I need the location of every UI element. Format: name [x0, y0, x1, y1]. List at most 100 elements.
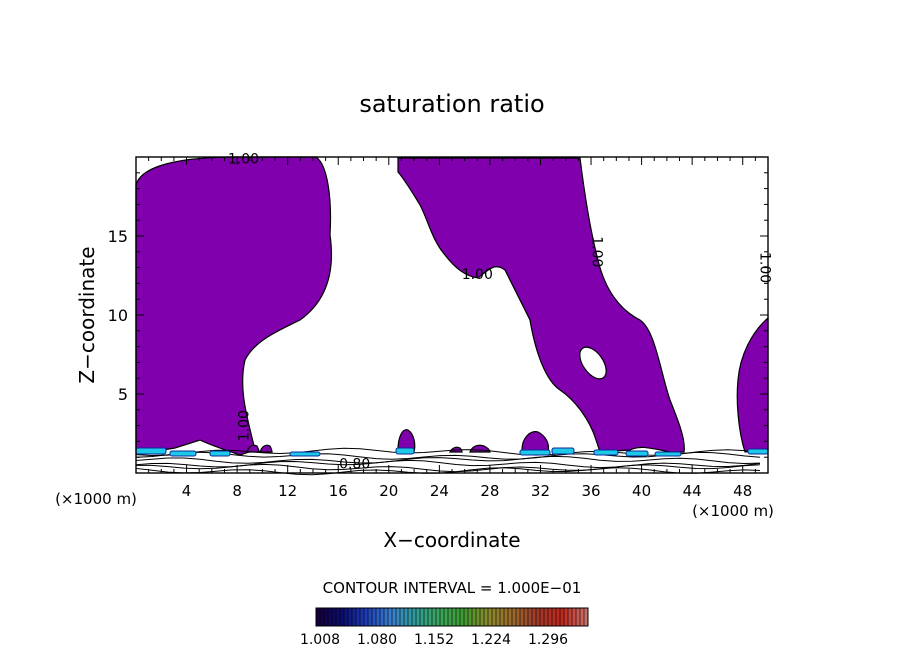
x-tick-label: 40 — [632, 482, 651, 500]
supersaturated-cell — [551, 447, 575, 455]
colorbar-cell — [488, 608, 493, 626]
x-unit-right: (×1000 m) — [692, 502, 774, 520]
colorbar-cell — [508, 608, 513, 626]
colorbar-cell — [340, 608, 345, 626]
colorbar-cell — [316, 608, 321, 626]
colorbar-cell — [392, 608, 397, 626]
supersaturated-cells — [135, 447, 769, 457]
colorbar-cell — [584, 608, 589, 626]
y-tick-label: 10 — [108, 306, 128, 325]
y-axis-label: Z−coordinate — [75, 246, 99, 383]
colorbar-cell — [324, 608, 329, 626]
colorbar-cell — [492, 608, 497, 626]
x-tick-label: 20 — [379, 482, 398, 500]
colorbar-cell — [496, 608, 501, 626]
colorbar-tick-label: 1.008 — [300, 632, 340, 648]
contour-label: 1.00 — [756, 252, 772, 283]
colorbar-cell — [428, 608, 433, 626]
blob-9 — [246, 444, 260, 453]
colorbar-cell — [480, 608, 485, 626]
colorbar-cell — [536, 608, 541, 626]
colorbar-cell — [368, 608, 373, 626]
colorbar-cell — [568, 608, 573, 626]
colorbar-cell — [512, 608, 517, 626]
y-tick-label: 15 — [108, 227, 128, 246]
supersaturated-cell — [395, 447, 415, 455]
colorbar-cell — [452, 608, 457, 626]
y-tick-label: 5 — [118, 385, 128, 404]
region-east — [736, 316, 769, 453]
colorbar-cell — [384, 608, 389, 626]
contour-label: 0.80 — [339, 457, 370, 473]
colorbar-cell — [404, 608, 409, 626]
colorbar-tick-labels: 1.008 1.080 1.152 1.224 1.296 — [300, 632, 568, 648]
colorbar-cell — [328, 608, 333, 626]
colorbar-cell — [580, 608, 585, 626]
supersaturated-cell — [747, 448, 769, 455]
chart-title: saturation ratio — [359, 90, 544, 118]
colorbar-cell — [500, 608, 505, 626]
supersaturated-cell — [654, 451, 682, 457]
colorbar-cell — [572, 608, 577, 626]
blob-31 — [521, 431, 550, 453]
colorbar-cell — [408, 608, 413, 626]
colorbar-cell — [520, 608, 525, 626]
colorbar-frame — [315, 607, 589, 627]
supersaturated-cell — [519, 449, 551, 456]
colorbar-cell — [332, 608, 337, 626]
colorbar — [315, 607, 589, 627]
supersaturated-cell — [625, 450, 649, 457]
colorbar-cell — [376, 608, 381, 626]
colorbar-cell — [548, 608, 553, 626]
contour-interval: CONTOUR INTERVAL = 1.000E−01 — [323, 579, 582, 597]
colorbar-cell — [364, 608, 369, 626]
colorbar-cell — [468, 608, 473, 626]
supersaturated-cell — [135, 447, 167, 455]
x-tick-label: 16 — [329, 482, 348, 500]
colorbar-cell — [576, 608, 581, 626]
colorbar-cell — [388, 608, 393, 626]
colorbar-cell — [360, 608, 365, 626]
colorbar-cell — [348, 608, 353, 626]
contour-label: 1.00 — [462, 267, 493, 283]
colorbar-cell — [544, 608, 549, 626]
y-axis: 5 10 15 — [108, 227, 128, 404]
colorbar-cell — [456, 608, 461, 626]
colorbar-cell — [472, 608, 477, 626]
x-tick-label: 24 — [430, 482, 449, 500]
colorbar-tick-label: 1.080 — [357, 632, 397, 648]
colorbar-cell — [564, 608, 569, 626]
x-tick-label: 32 — [531, 482, 550, 500]
x-tick-label: 8 — [232, 482, 242, 500]
surface-contour-line — [135, 463, 761, 473]
colorbar-cell — [424, 608, 429, 626]
minor-ticks — [136, 157, 768, 473]
colorbar-cell — [380, 608, 385, 626]
blob-11 — [259, 444, 273, 453]
colorbar-cell — [396, 608, 401, 626]
region-center — [397, 157, 685, 453]
colorbar-cell — [320, 608, 325, 626]
colorbar-cell — [412, 608, 417, 626]
contour-label: 1.00 — [588, 236, 604, 267]
colorbar-cell — [540, 608, 545, 626]
colorbar-cell — [372, 608, 377, 626]
colorbar-cell — [560, 608, 565, 626]
x-tick-label: 4 — [182, 482, 192, 500]
surface-contour-line — [135, 455, 761, 465]
region-west — [135, 156, 333, 456]
region-hole — [579, 346, 607, 380]
colorbar-tick-label: 1.296 — [528, 632, 568, 648]
colorbar-cell — [444, 608, 449, 626]
colorbar-cell — [448, 608, 453, 626]
colorbar-cell — [432, 608, 437, 626]
supersaturated-cell — [169, 450, 197, 457]
contour-labels: 1.00 1.00 1.00 1.00 1.00 0.80 — [228, 152, 773, 473]
saturated-regions — [135, 156, 769, 456]
colorbar-cell — [356, 608, 361, 626]
colorbar-cell — [484, 608, 489, 626]
colorbar-cell — [400, 608, 405, 626]
blob-21 — [397, 429, 416, 453]
x-axis: 4 8 12 16 20 24 28 32 36 40 44 48 — [182, 482, 752, 500]
colorbar-cell — [336, 608, 341, 626]
